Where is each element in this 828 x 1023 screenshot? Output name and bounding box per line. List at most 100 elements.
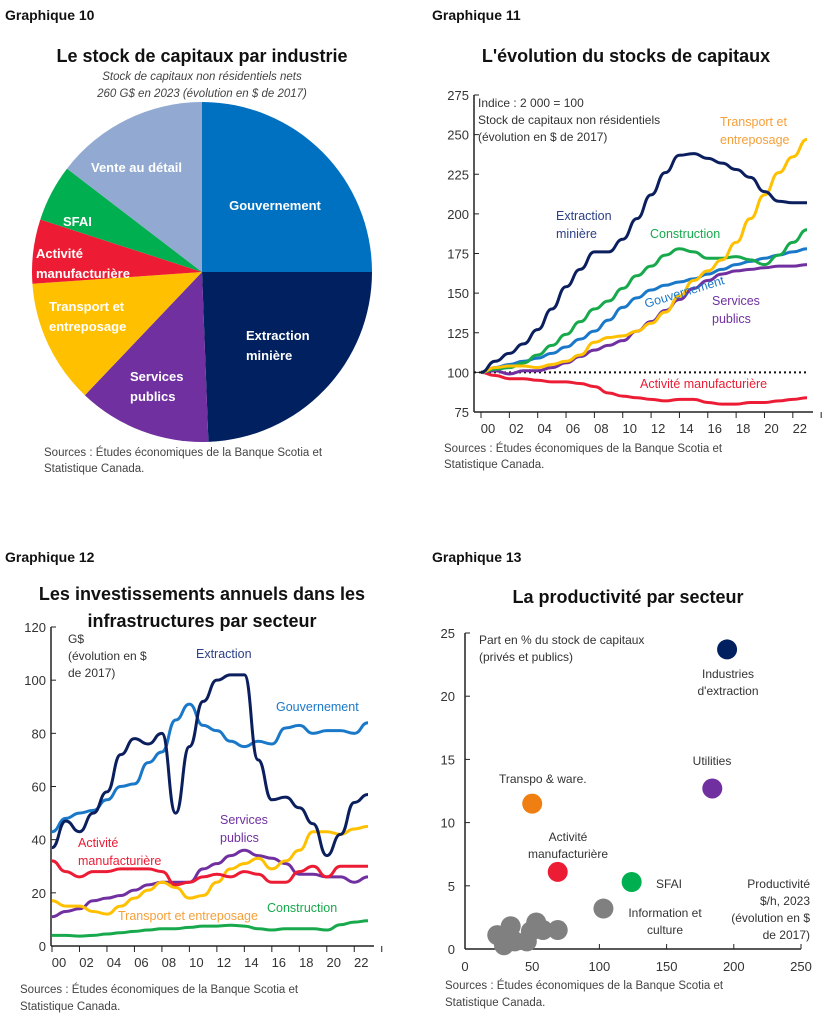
series-label: minière bbox=[556, 227, 597, 241]
x-tick-label: 14 bbox=[244, 955, 258, 970]
y-tick-label: 60 bbox=[32, 780, 46, 795]
annotation: (évolution en $ de 2017) bbox=[478, 130, 607, 144]
annotation: Stock de capitaux non résidentiels bbox=[478, 113, 660, 127]
x-tick-label: 02 bbox=[509, 421, 523, 436]
series-line bbox=[51, 702, 369, 834]
point-label: SFAI bbox=[656, 877, 682, 891]
chart-heading: Graphique 11 bbox=[432, 7, 521, 23]
x-tick-label: 14 bbox=[679, 421, 693, 436]
series-label: Extraction bbox=[556, 209, 612, 223]
source-note: Statistique Canada. bbox=[44, 463, 144, 475]
scatter-point bbox=[522, 793, 543, 814]
x-tick-label: 12 bbox=[651, 421, 665, 436]
series-label: Gouvernement bbox=[276, 700, 359, 714]
scatter-point bbox=[702, 778, 723, 799]
x-tick-label: 02 bbox=[79, 955, 93, 970]
chart-title: Les investissements annuels dans les bbox=[39, 584, 365, 604]
line-plot: 0 20 40 60 80 100 120 00 02 04 06 08 10 12 14 16 18 20 22 C… bbox=[24, 620, 383, 970]
scatter-point bbox=[593, 898, 614, 919]
chart-10: Graphique 10 Le stock de capitaux par in… bbox=[5, 7, 372, 475]
x-axis-label: Productivité bbox=[747, 877, 810, 891]
annotation: Part en % du stock de capitaux bbox=[479, 633, 644, 647]
x-tick-label: 00 bbox=[481, 421, 495, 436]
x-tick-label: 04 bbox=[537, 421, 551, 436]
y-tick-label: 120 bbox=[24, 620, 46, 635]
x-tick-label: 22 bbox=[354, 955, 368, 970]
y-tick-label: 20 bbox=[32, 886, 46, 901]
x-tick-label: 18 bbox=[736, 421, 750, 436]
y-tick-label: 100 bbox=[447, 365, 469, 380]
chart-heading: Graphique 13 bbox=[432, 549, 522, 565]
point-label: Information et bbox=[628, 906, 702, 920]
series-label: Construction bbox=[650, 227, 720, 241]
series-label: Construction bbox=[267, 901, 337, 915]
x-tick-label: 16 bbox=[272, 955, 286, 970]
scatter-point bbox=[487, 925, 508, 946]
scatter-point bbox=[621, 872, 642, 893]
point-label: Industries bbox=[702, 667, 754, 681]
slice-label: minière bbox=[246, 348, 292, 363]
slice-label: Vente au détail bbox=[91, 160, 182, 175]
line-plot: 75 100 125 150 175 200 225 250 275 00 02 04 06 08 10 12… bbox=[447, 88, 822, 436]
pie-slice bbox=[40, 168, 203, 272]
slice-label: manufacturière bbox=[36, 266, 130, 281]
annotation: Indice : 2 000 = 100 bbox=[478, 96, 584, 110]
x-tick-label: 100 bbox=[589, 959, 611, 974]
series-label: entreposage bbox=[720, 133, 790, 147]
x-tick-label: 00 bbox=[52, 955, 66, 970]
x-tick-label: 12 bbox=[217, 955, 231, 970]
x-tick-label: 150 bbox=[656, 959, 678, 974]
pie-slice bbox=[84, 272, 209, 442]
point-label: manufacturière bbox=[528, 847, 608, 861]
y-tick-label: 200 bbox=[447, 207, 469, 222]
chart-title: infrastructures par secteur bbox=[87, 611, 316, 631]
y-tick-label: 80 bbox=[32, 726, 46, 741]
series-label: Activité manufacturière bbox=[640, 377, 767, 391]
x-tick-label: 20 bbox=[764, 421, 778, 436]
series-label: Transport et entreposage bbox=[118, 909, 258, 923]
y-tick-label: 125 bbox=[447, 326, 469, 341]
scatter-point bbox=[547, 920, 568, 941]
x-tick-label: 08 bbox=[594, 421, 608, 436]
y-tick-label: 250 bbox=[447, 128, 469, 143]
annotation: G$ bbox=[68, 632, 84, 646]
chart-title: Le stock de capitaux par industrie bbox=[56, 46, 347, 66]
point-label: d'extraction bbox=[698, 684, 759, 698]
y-tick-label: 75 bbox=[455, 405, 469, 420]
x-tick-label: 16 bbox=[708, 421, 722, 436]
point-label: Activité bbox=[549, 830, 588, 844]
y-tick-label: 100 bbox=[24, 673, 46, 688]
x-tick-label: 50 bbox=[525, 959, 539, 974]
x-tick-label: 200 bbox=[723, 959, 745, 974]
x-tick-label: 20 bbox=[327, 955, 341, 970]
series-line bbox=[480, 152, 807, 374]
source-note: Sources : Études économiques de la Banqu… bbox=[20, 983, 299, 996]
chart-13: Graphique 13 La productivité par secteur… bbox=[432, 549, 812, 1009]
source-note: Sources : Études économiques de la Banqu… bbox=[44, 446, 323, 459]
pie-slice bbox=[32, 219, 203, 284]
source-note: Sources : Études économiques de la Banqu… bbox=[445, 979, 724, 992]
annotation: de 2017) bbox=[68, 666, 115, 680]
slice-label: Services bbox=[130, 369, 184, 384]
x-tick-label: 04 bbox=[107, 955, 121, 970]
point-label: Transpo & ware. bbox=[499, 772, 587, 786]
slice-label: Transport et bbox=[49, 299, 125, 314]
x-tick-label: 10 bbox=[189, 955, 203, 970]
x-tick-label: 06 bbox=[566, 421, 580, 436]
x-tick-label: 10 bbox=[623, 421, 637, 436]
chart-12: Graphique 12 Les investissements annuels… bbox=[5, 549, 383, 1013]
series-line bbox=[51, 859, 368, 887]
x-tick-label: 08 bbox=[162, 955, 176, 970]
x-tick-label: 06 bbox=[134, 955, 148, 970]
x-tick-label: 22 bbox=[793, 421, 807, 436]
y-tick-label: 25 bbox=[441, 626, 455, 641]
point-label: culture bbox=[647, 923, 683, 937]
y-tick-label: 0 bbox=[448, 942, 455, 957]
chart-heading: Graphique 12 bbox=[5, 549, 95, 565]
y-tick-label: 275 bbox=[447, 88, 469, 103]
point-label: Utilities bbox=[693, 754, 732, 768]
chart-subtitle: 260 G$ en 2023 (évolution en $ de 2017) bbox=[96, 88, 307, 100]
